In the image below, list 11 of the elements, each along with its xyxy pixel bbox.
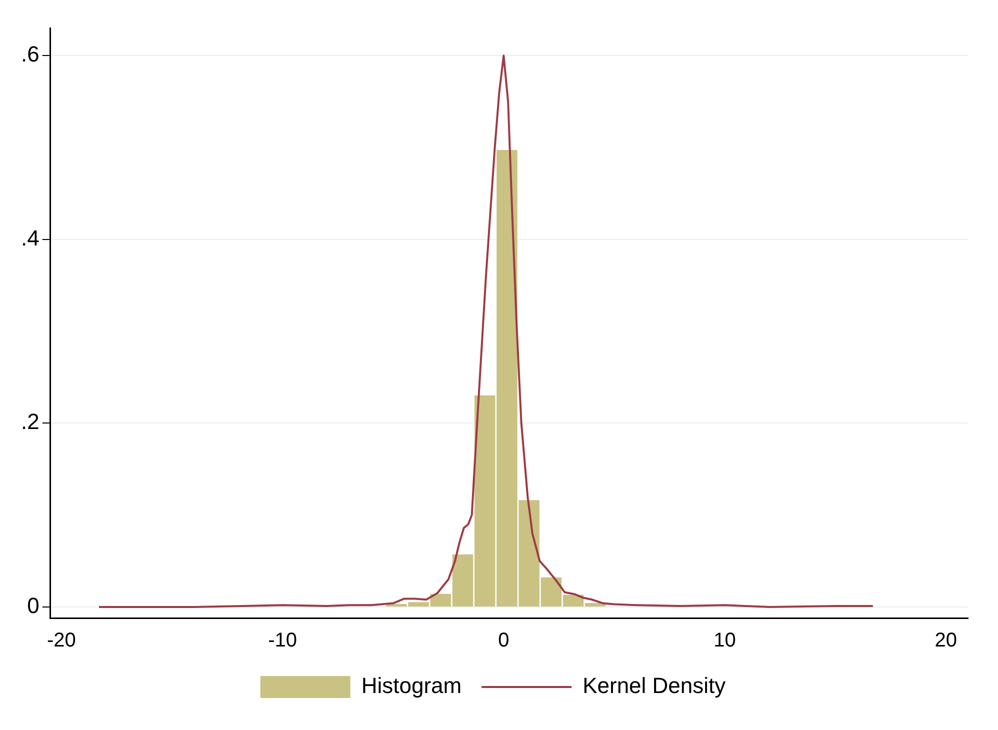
x-tick-label: 0 (498, 630, 510, 652)
y-tick-label: 0 (27, 593, 40, 618)
x-tick-label: 20 (934, 630, 958, 652)
x-tick-label: -10 (268, 630, 297, 652)
y-tick-label: .6 (20, 42, 40, 67)
y-tick-label: .4 (20, 225, 40, 250)
legend-label: Histogram (361, 673, 462, 698)
x-tick-label: 10 (714, 630, 736, 652)
y-tick-label: .2 (20, 409, 40, 434)
x-tick-label: -20 (46, 630, 76, 652)
legend-label: Kernel Density (582, 673, 726, 698)
